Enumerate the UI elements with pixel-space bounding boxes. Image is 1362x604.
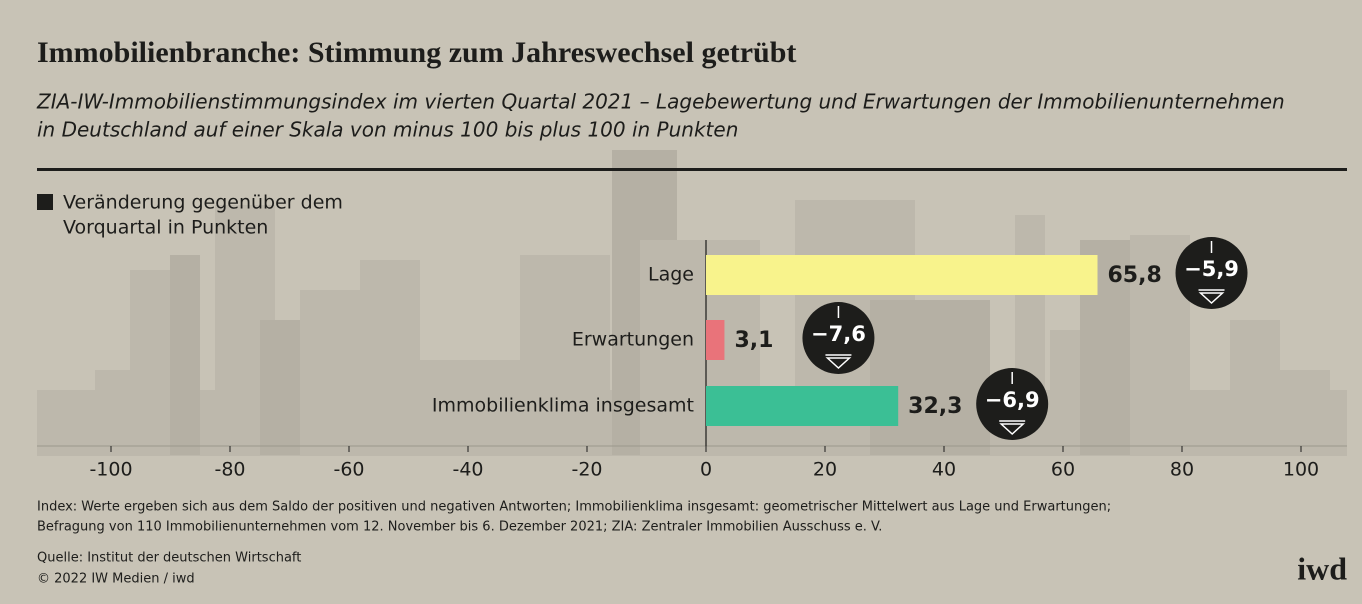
category-label: Immobilienklima insgesamt [432, 395, 694, 417]
change-label: −7,6 [811, 322, 866, 346]
value-label: 32,3 [908, 394, 962, 419]
category-label: Lage [648, 264, 694, 286]
change-label: −6,9 [985, 388, 1040, 412]
copyright: © 2022 IW Medien / iwd [37, 572, 195, 587]
change-label: −5,9 [1184, 257, 1239, 281]
x-tick-label: -100 [89, 459, 132, 481]
legend-label: Veränderung gegenüber dem [63, 192, 343, 214]
x-tick-label: 80 [1170, 459, 1194, 481]
x-tick-label: 20 [813, 459, 837, 481]
x-tick-label: 60 [1051, 459, 1075, 481]
x-tick-label: -20 [571, 459, 602, 481]
legend-swatch [37, 194, 53, 210]
note: Index: Werte ergeben sich aus dem Saldo … [37, 500, 1111, 515]
bar [706, 255, 1098, 295]
x-tick-label: 100 [1283, 459, 1319, 481]
note: Befragung von 110 Immobilienunternehmen … [37, 520, 882, 535]
bar [706, 320, 724, 360]
value-label: 65,8 [1108, 263, 1162, 288]
bar [706, 386, 898, 426]
x-tick-label: 0 [700, 459, 712, 481]
legend-label: Vorquartal in Punkten [63, 217, 268, 239]
chart: Immobilienbranche: Stimmung zum Jahreswe… [0, 0, 1362, 604]
x-tick-label: 40 [932, 459, 956, 481]
logo: iwd [1297, 550, 1347, 586]
subtitle: in Deutschland auf einer Skala von minus… [37, 118, 738, 142]
rule [37, 168, 1347, 171]
chart-title: Immobilienbranche: Stimmung zum Jahreswe… [37, 36, 796, 69]
x-tick-label: -80 [214, 459, 245, 481]
source: Quelle: Institut der deutschen Wirtschaf… [37, 551, 301, 566]
category-label: Erwartungen [572, 329, 694, 351]
value-label: 3,1 [734, 328, 773, 353]
x-tick-label: -60 [333, 459, 364, 481]
x-tick-label: -40 [452, 459, 483, 481]
subtitle: ZIA-IW-Immobilienstimmungsindex im viert… [36, 90, 1285, 114]
